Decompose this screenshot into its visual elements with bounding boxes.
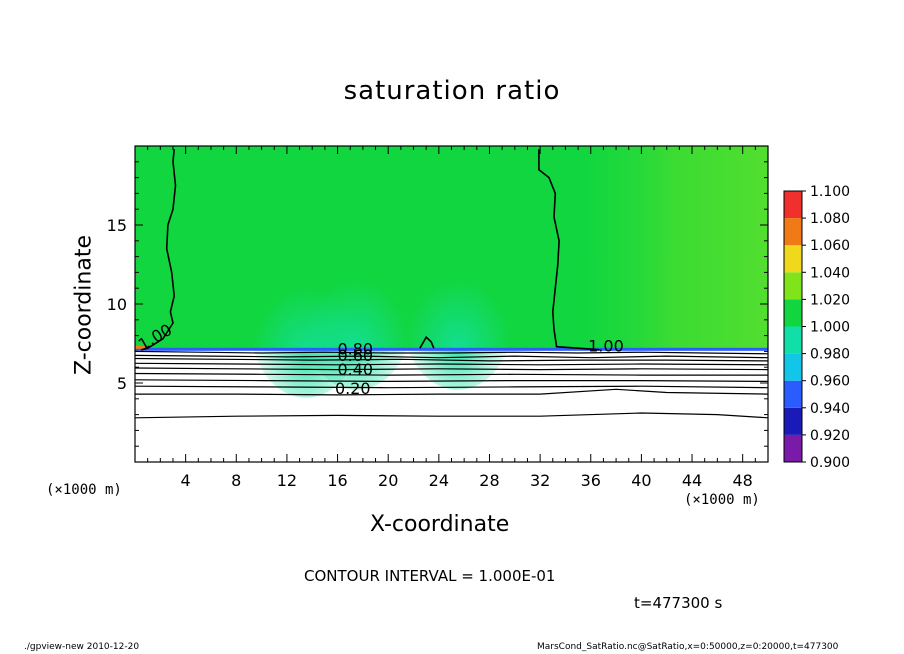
contour-interval-label: CONTOUR INTERVAL = 1.000E-01: [304, 567, 556, 585]
colorbar: 0.900 0.920 0.940 0.960 0.980 1.000 1.020 1.040…: [783, 184, 850, 471]
colorbar-swatch: [784, 434, 802, 462]
x-tick-label: 12: [277, 471, 297, 490]
contour-line: [134, 362, 769, 366]
colorbar-label: 0.900: [810, 455, 850, 471]
contour-line: [419, 335, 435, 349]
colorbar-swatch: [784, 191, 802, 219]
x-tick-label: 40: [631, 471, 651, 490]
colorbar-swatch: [784, 272, 802, 300]
field-boundary-band: [135, 347, 768, 351]
colorbar-swatch: [784, 353, 802, 381]
contour-line: [538, 149, 600, 351]
colorbar-swatch: [784, 380, 802, 408]
x-tick-label: 16: [327, 471, 347, 490]
colorbar-label: 1.020: [810, 292, 850, 308]
x-axis-label: X-coordinate: [370, 512, 510, 537]
colorbar-swatch: [784, 407, 802, 435]
x-unit-label-left: (×1000 m): [46, 482, 122, 498]
colorbar-label: 1.000: [810, 320, 850, 336]
contour-line: [134, 357, 769, 362]
plot-area: 1.00 1.000.800.600.400.204 8 12 16 20 24 28 32 36…: [107, 145, 769, 490]
colorbar-swatch: [784, 326, 802, 354]
field-low-patch: [402, 249, 513, 390]
x-tick-label: 28: [479, 471, 499, 490]
y-tick-label: 5: [117, 374, 127, 393]
time-label: t=477300 s: [634, 594, 723, 612]
footer-left-text: ./gpview-new 2010-12-20: [24, 642, 140, 652]
footer-right-text: MarsCond_SatRatio.nc@SatRatio,x=0:50000,…: [537, 642, 839, 652]
colorbar-label: 0.940: [810, 401, 850, 417]
contour-line: [135, 388, 769, 396]
colorbar-label: 1.100: [810, 184, 850, 200]
field-edge-spot: [135, 345, 145, 349]
x-tick-label: 44: [682, 471, 702, 490]
colorbar-label: 1.080: [810, 211, 850, 227]
contour-label: 0.40: [337, 360, 373, 379]
field-low-patch: [301, 249, 412, 390]
colorbar-label: 1.060: [810, 238, 850, 254]
contour-line: [134, 412, 769, 419]
colorbar-label: 1.040: [810, 265, 850, 281]
contour-line: [134, 372, 768, 376]
x-tick-label: 24: [429, 471, 449, 490]
colorbar-label: 0.980: [810, 347, 850, 363]
x-tick-label: 48: [733, 471, 753, 490]
contour-line: [134, 379, 769, 383]
x-tick-label: 20: [378, 471, 398, 490]
x-tick-label: 32: [530, 471, 550, 490]
contour-line: [134, 385, 769, 389]
contour-label: 0.20: [335, 379, 371, 398]
contour-line: [134, 354, 769, 359]
x-tick-label: 36: [581, 471, 601, 490]
contour-label: 0.60: [337, 346, 373, 365]
colorbar-swatch: [784, 299, 802, 327]
chart-title: saturation ratio: [343, 76, 561, 106]
y-tick-label: 15: [107, 216, 127, 235]
x-unit-label-right: (×1000 m): [684, 492, 760, 508]
contour-line: [134, 350, 769, 355]
contour-label: 1.00: [588, 336, 624, 355]
y-tick-label: 10: [107, 295, 127, 314]
contour-line: [141, 149, 177, 351]
colorbar-label: 0.960: [810, 374, 850, 390]
x-tick-label: 4: [181, 471, 191, 490]
colorbar-label: 0.920: [810, 428, 850, 444]
contour-line: [134, 367, 769, 371]
contour-label: 0.80: [337, 340, 373, 359]
x-tick-label: 8: [231, 471, 241, 490]
colorbar-swatch: [784, 245, 802, 273]
colorbar-swatch: [784, 218, 802, 246]
